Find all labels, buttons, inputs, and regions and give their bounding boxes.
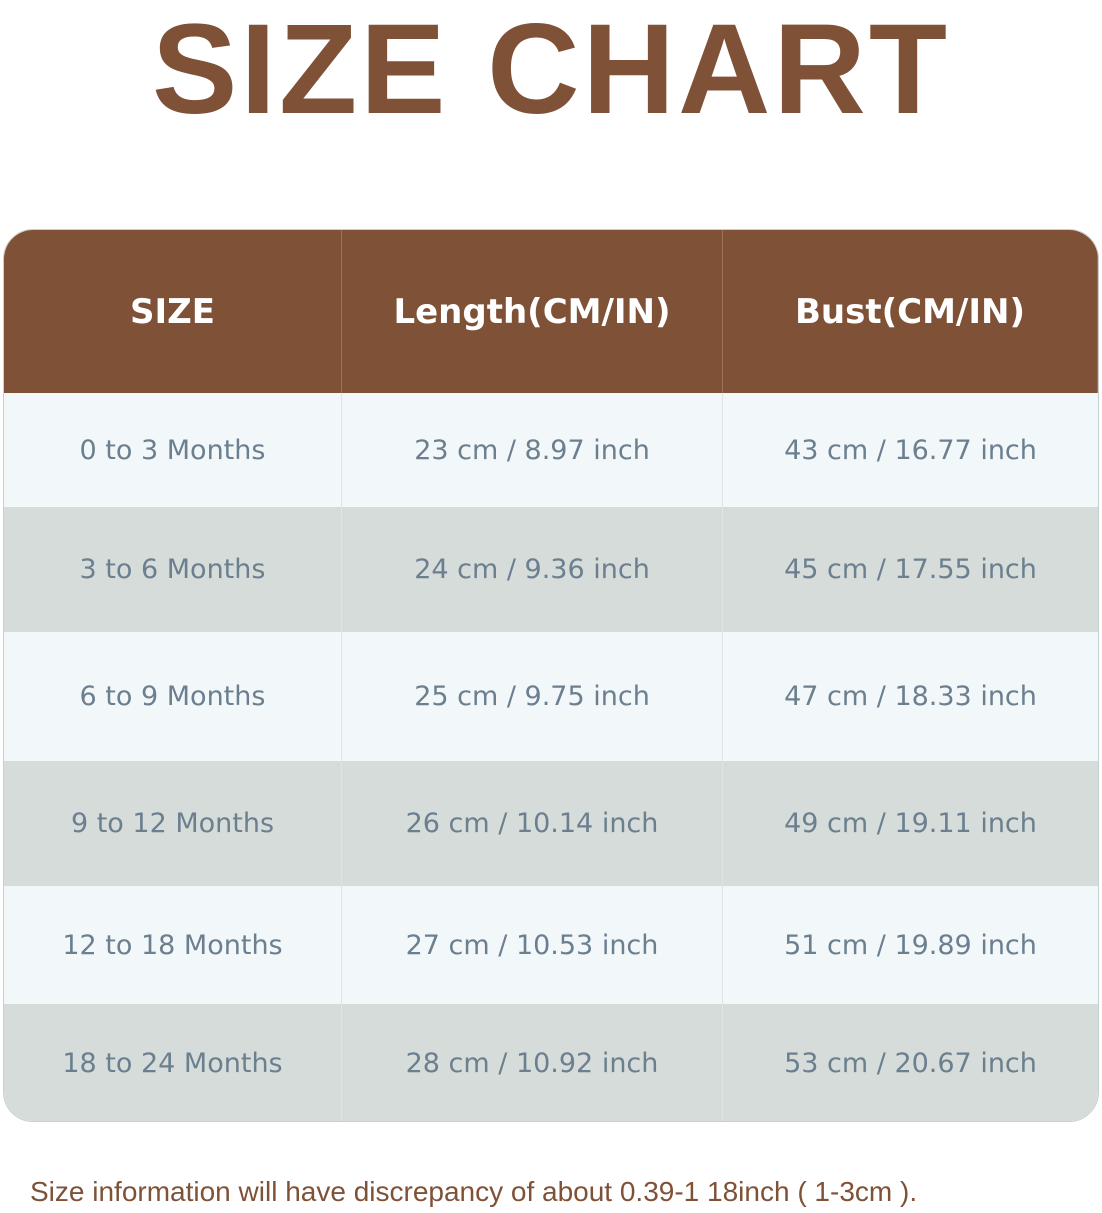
header-size: SIZE	[4, 230, 342, 393]
cell-length: 28 cm / 10.92 inch	[342, 1004, 723, 1121]
cell-size: 18 to 24 Months	[4, 1004, 342, 1121]
cell-bust: 45 cm / 17.55 inch	[784, 554, 1037, 585]
cell-size: 0 to 3 Months	[4, 393, 342, 507]
table-row: 3 to 6 Months 24 cm / 9.36 inch 45 cm / 17…	[4, 507, 1098, 632]
table-row: 12 to 18 Months 27 cm / 10.53 inch 51 cm /…	[4, 886, 1098, 1004]
footer-note: Size information will have discrepancy o…	[30, 1176, 918, 1207]
cell-bust: 43 cm / 16.77 inch	[784, 434, 1037, 466]
cell-length: 27 cm / 10.53 inch	[342, 886, 723, 1004]
cell-length: 25 cm / 9.75 inch	[342, 632, 723, 761]
page-title: SIZE CHART	[152, 0, 950, 141]
cell-bust: 53 cm / 20.67 inch	[784, 1047, 1037, 1079]
cell-bust: 49 cm / 19.11 inch	[784, 808, 1037, 839]
header-bust: Bust(CM/IN)	[723, 230, 1098, 393]
table-header-row: SIZE Length(CM/IN) Bust(CM/IN)	[4, 230, 1098, 393]
cell-bust: 51 cm / 19.89 inch	[784, 929, 1037, 961]
cell-length: 23 cm / 8.97 inch	[342, 393, 723, 507]
table-row: 6 to 9 Months 25 cm / 9.75 inch 47 cm / 18…	[4, 632, 1098, 761]
table-row: 9 to 12 Months 26 cm / 10.14 inch 49 cm / …	[4, 761, 1098, 886]
table-body: 0 to 3 Months 23 cm / 8.97 inch 43 cm / 16…	[4, 393, 1098, 1121]
cell-bust: 47 cm / 18.33 inch	[784, 681, 1037, 712]
cell-length: 24 cm / 9.36 inch	[342, 507, 723, 632]
cell-size: 6 to 9 Months	[4, 632, 342, 761]
cell-size: 3 to 6 Months	[4, 507, 342, 632]
table-row: 0 to 3 Months 23 cm / 8.97 inch 43 cm / 16…	[4, 393, 1098, 507]
table-row: 18 to 24 Months 28 cm / 10.92 inch 53 cm /…	[4, 1004, 1098, 1121]
cell-size: 12 to 18 Months	[4, 886, 342, 1004]
size-table: SIZE Length(CM/IN) Bust(CM/IN) 0 to 3 Mo…	[3, 229, 1099, 1122]
header-length: Length(CM/IN)	[342, 230, 723, 393]
cell-size: 9 to 12 Months	[4, 761, 342, 886]
cell-length: 26 cm / 10.14 inch	[342, 761, 723, 886]
